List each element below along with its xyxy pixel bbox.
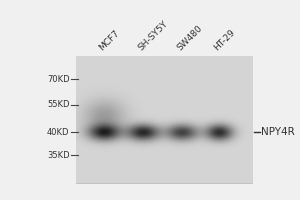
Text: HT-29: HT-29 [212,28,237,53]
Text: 55KD: 55KD [47,100,70,109]
Text: NPY4R: NPY4R [261,127,295,137]
Text: SW480: SW480 [176,24,204,53]
Text: 40KD: 40KD [47,128,70,137]
Text: 70KD: 70KD [47,75,70,84]
Text: 35KD: 35KD [47,151,70,160]
Text: SH-SY5Y: SH-SY5Y [136,19,170,53]
Text: MCF7: MCF7 [98,29,122,53]
Bar [76,57,252,183]
